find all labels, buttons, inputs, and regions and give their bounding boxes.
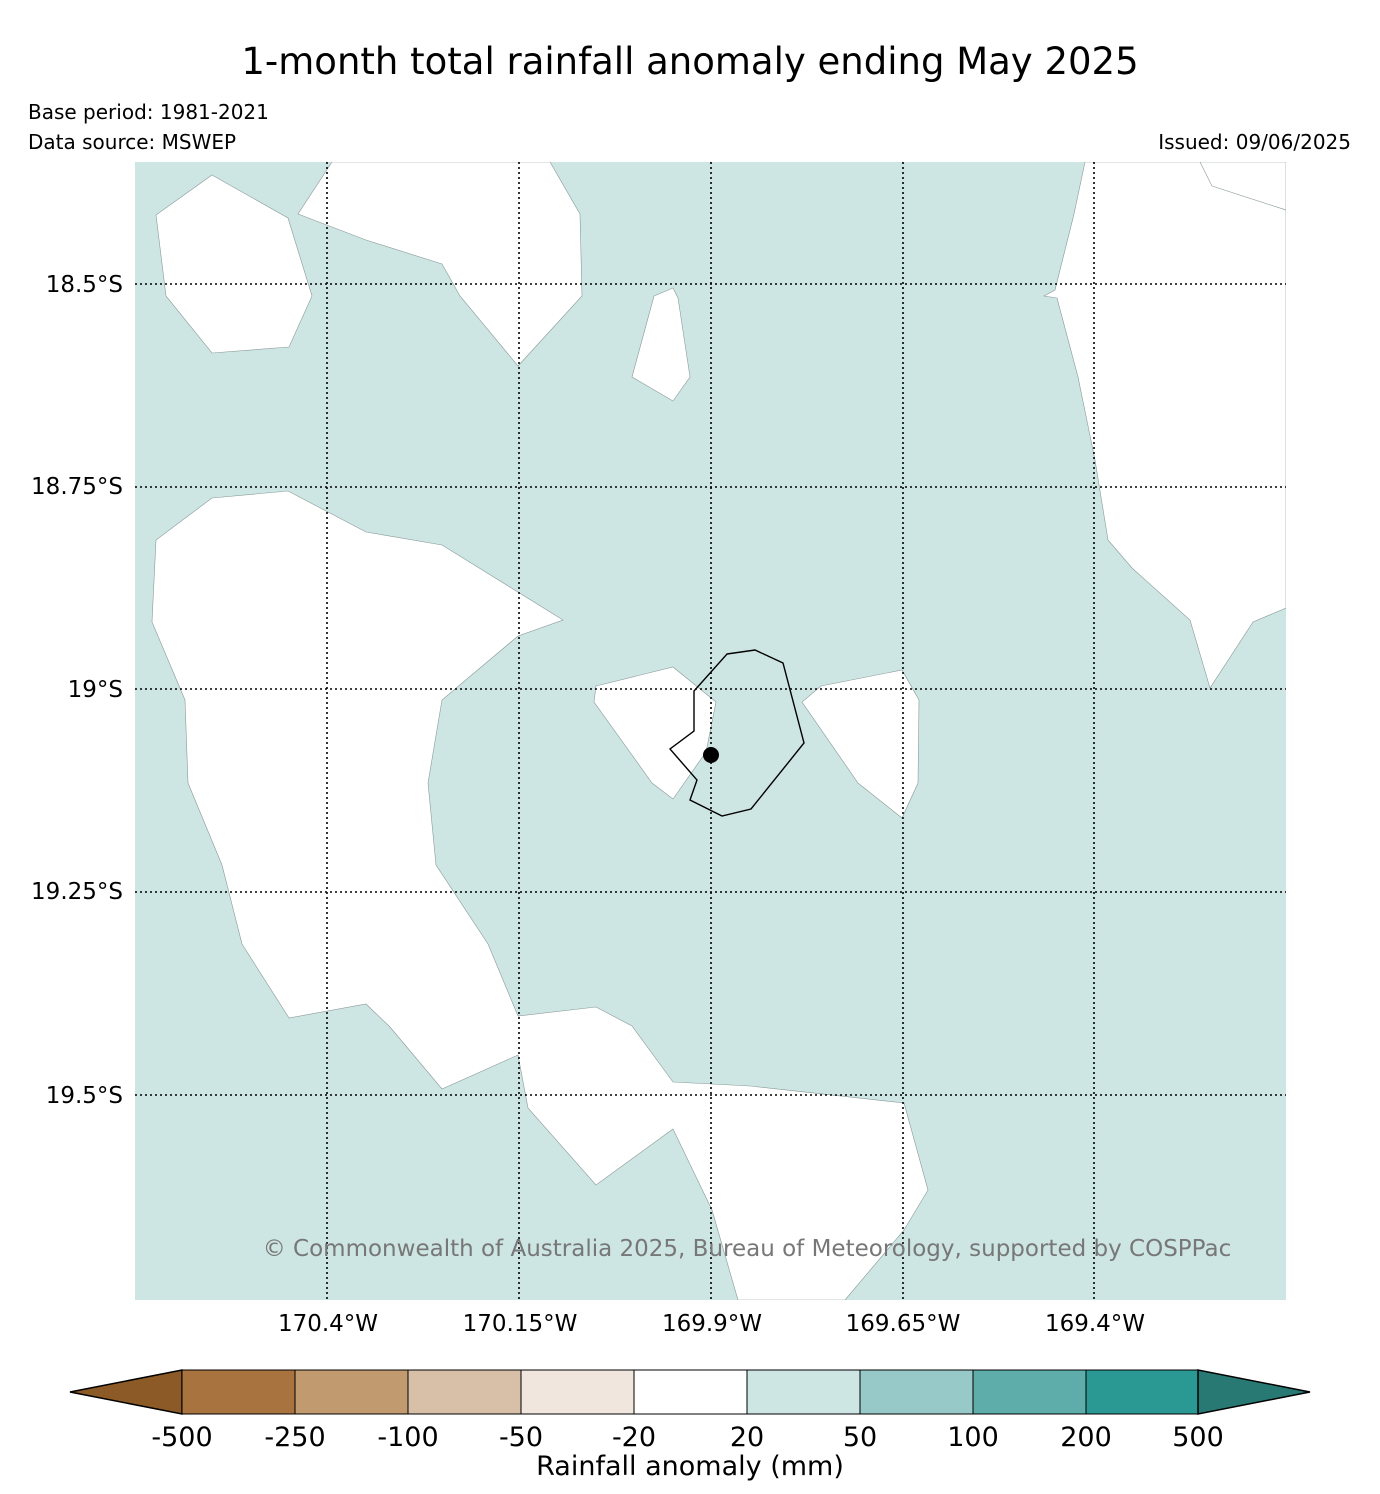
lon-label-170-15: 170.15°W bbox=[463, 1311, 578, 1337]
base-period-text: Base period: 1981-2021 bbox=[28, 100, 269, 124]
map-plot-area: © Commonwealth of Australia 2025, Bureau… bbox=[135, 162, 1286, 1300]
neutral-region-nw bbox=[155, 174, 313, 354]
lat-label-18-75: 18.75°S bbox=[31, 474, 123, 500]
island-coastline bbox=[668, 649, 805, 817]
colorbar-axis-label: Rainfall anomaly (mm) bbox=[536, 1451, 844, 1482]
colorbar-tick-label: -500 bbox=[151, 1422, 212, 1453]
neutral-region-north-islet bbox=[631, 287, 691, 402]
colorbar-segment-8 bbox=[972, 1369, 1087, 1415]
colorbar-tick-label: -20 bbox=[612, 1422, 656, 1453]
latitude-labels: 18.5°S 18.75°S 19°S 19.25°S 19.5°S bbox=[31, 272, 123, 1109]
neutral-region-ne-corner bbox=[1199, 162, 1286, 211]
longitude-labels: 170.4°W 170.15°W 169.9°W 169.65°W 169.4°… bbox=[278, 1311, 1145, 1337]
neutral-region-north-channel bbox=[297, 162, 583, 367]
colorbar-segment-2 bbox=[294, 1369, 409, 1415]
lat-label-19: 19°S bbox=[68, 677, 123, 703]
colorbar-segment-6 bbox=[746, 1369, 861, 1415]
lon-label-169-65: 169.65°W bbox=[846, 1311, 961, 1337]
neutral-region-center-east bbox=[801, 669, 920, 819]
colorbar-segment-4 bbox=[520, 1369, 635, 1415]
data-source-text: Data source: MSWEP bbox=[28, 130, 237, 154]
colorbar-segment-7 bbox=[859, 1369, 974, 1415]
colorbar-tick-label: 100 bbox=[947, 1422, 999, 1453]
lon-label-170-4: 170.4°W bbox=[278, 1311, 378, 1337]
colorbar-tick-label: -100 bbox=[377, 1422, 438, 1453]
colorbar-tick-label: 200 bbox=[1060, 1422, 1112, 1453]
colorbar-tick-label: 50 bbox=[843, 1422, 877, 1453]
lat-label-19-5: 19.5°S bbox=[46, 1083, 123, 1109]
issued-date-text: Issued: 09/06/2025 bbox=[1158, 130, 1351, 154]
colorbar-segment-3 bbox=[407, 1369, 522, 1415]
colorbar-tick-label: -250 bbox=[264, 1422, 325, 1453]
colorbar-tick-label: 20 bbox=[730, 1422, 764, 1453]
colorbar-segment-5 bbox=[633, 1369, 748, 1415]
map-title: 1-month total rainfall anomaly ending Ma… bbox=[241, 40, 1139, 83]
colorbar-segment-9 bbox=[1085, 1369, 1199, 1415]
lat-label-19-25: 19.25°S bbox=[31, 879, 123, 905]
station-marker bbox=[703, 747, 719, 763]
colorbar-extend-high bbox=[1197, 1369, 1311, 1415]
neutral-region-northeast bbox=[1043, 162, 1286, 689]
colorbar-extend-low bbox=[69, 1369, 183, 1415]
colorbar-segment-1 bbox=[181, 1369, 296, 1415]
lon-label-169-9: 169.9°W bbox=[662, 1311, 762, 1337]
lon-label-169-4: 169.4°W bbox=[1045, 1311, 1145, 1337]
lat-label-18-5: 18.5°S bbox=[46, 272, 123, 298]
copyright-notice: © Commonwealth of Australia 2025, Bureau… bbox=[263, 1236, 1232, 1262]
neutral-region-west bbox=[151, 490, 929, 1300]
colorbar-tick-label: 500 bbox=[1172, 1422, 1224, 1453]
colorbar-tick-label: -50 bbox=[499, 1422, 543, 1453]
graticule bbox=[135, 162, 1286, 1300]
colorbar: -500 -250 -100 -50 -20 20 50 100 200 500… bbox=[69, 1369, 1311, 1482]
